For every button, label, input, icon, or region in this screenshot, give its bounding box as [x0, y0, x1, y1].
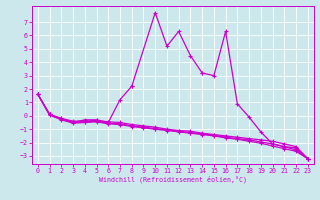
- X-axis label: Windchill (Refroidissement éolien,°C): Windchill (Refroidissement éolien,°C): [99, 176, 247, 183]
